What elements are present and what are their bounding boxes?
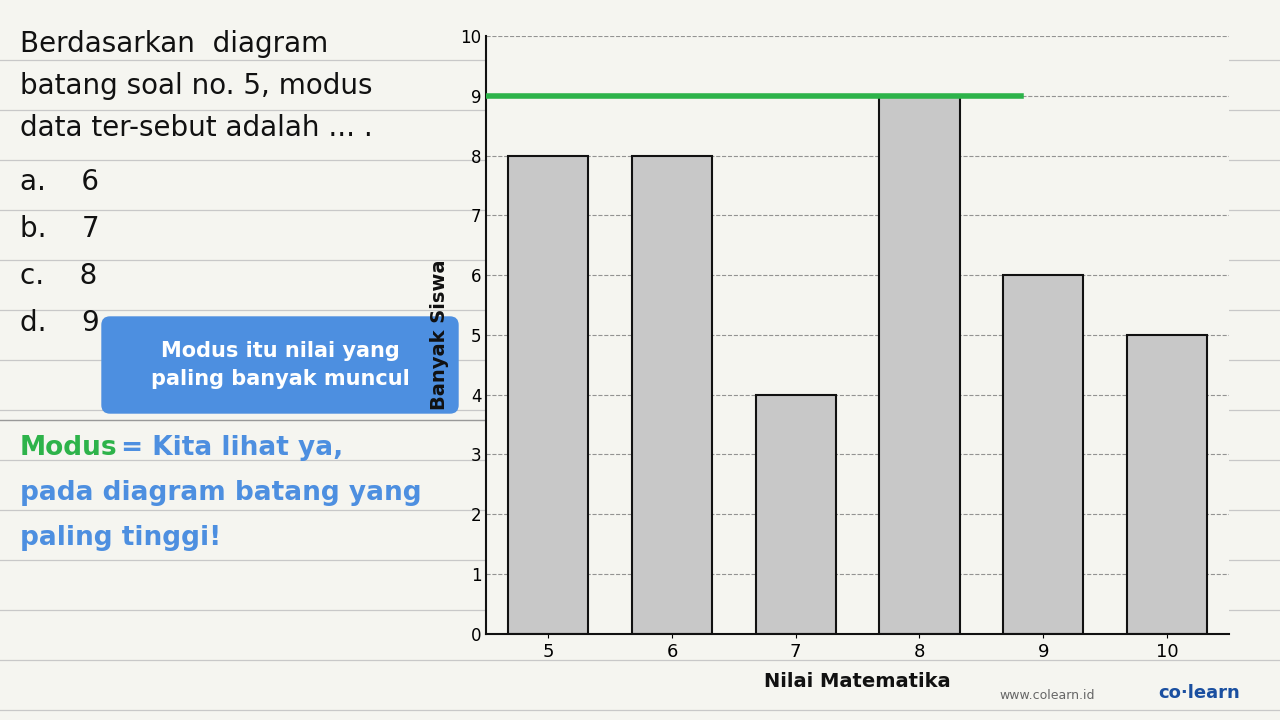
- Text: b.    7: b. 7: [20, 215, 100, 243]
- Text: co·learn: co·learn: [1158, 684, 1240, 702]
- Text: = Kita lihat ya,: = Kita lihat ya,: [113, 435, 343, 461]
- FancyBboxPatch shape: [102, 317, 458, 413]
- Text: batang soal no. 5, modus: batang soal no. 5, modus: [20, 72, 372, 100]
- Text: paling tinggi!: paling tinggi!: [20, 525, 221, 551]
- Text: data ter-sebut adalah ... .: data ter-sebut adalah ... .: [20, 114, 372, 142]
- Text: Modus itu nilai yang
paling banyak muncul: Modus itu nilai yang paling banyak muncu…: [151, 341, 410, 389]
- X-axis label: Nilai Matematika: Nilai Matematika: [764, 672, 951, 690]
- Text: www.colearn.id: www.colearn.id: [1000, 689, 1094, 702]
- Text: Modus: Modus: [20, 435, 118, 461]
- Bar: [1126, 335, 1207, 634]
- Bar: [508, 156, 589, 634]
- Text: a.    6: a. 6: [20, 168, 99, 196]
- Text: d.    9: d. 9: [20, 309, 100, 337]
- Text: c.    8: c. 8: [20, 262, 97, 290]
- Y-axis label: Banyak Siswa: Banyak Siswa: [430, 259, 449, 410]
- Bar: [879, 96, 960, 634]
- Bar: [632, 156, 712, 634]
- Bar: [1004, 275, 1083, 634]
- Bar: [755, 395, 836, 634]
- Text: pada diagram batang yang: pada diagram batang yang: [20, 480, 421, 506]
- Text: Berdasarkan  diagram: Berdasarkan diagram: [20, 30, 328, 58]
